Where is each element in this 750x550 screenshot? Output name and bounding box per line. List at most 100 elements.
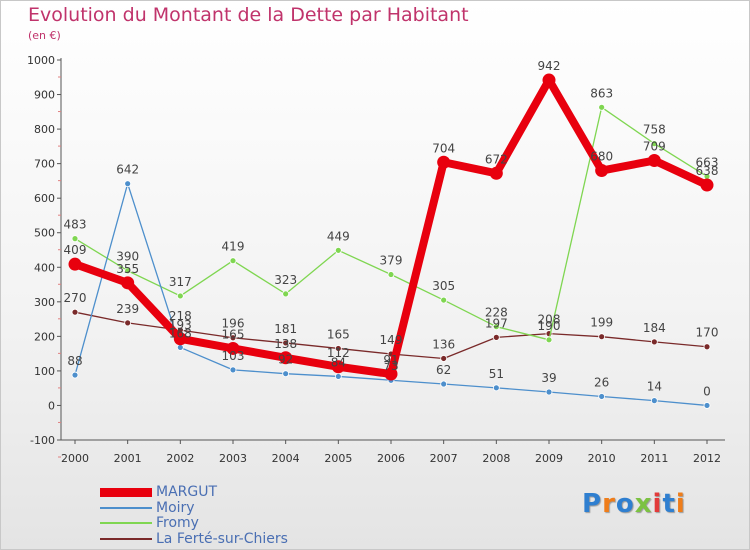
- data-point-la-ferte: [703, 343, 711, 351]
- y-tick-label: 1000: [27, 54, 55, 67]
- data-point-moiry: [492, 384, 500, 392]
- data-point-fromy: [334, 246, 342, 254]
- data-point-la-ferte: [334, 345, 342, 352]
- data-label-la-ferte: 136: [432, 337, 455, 351]
- chart-title: Evolution du Montant de la Dette par Hab…: [28, 4, 469, 26]
- data-label-margut: 112: [327, 346, 350, 360]
- data-label-margut: 409: [64, 243, 87, 257]
- data-point-margut: [68, 257, 82, 271]
- data-label-la-ferte: 199: [590, 316, 613, 330]
- data-point-margut: [700, 178, 714, 192]
- data-label-moiry: 26: [594, 375, 609, 389]
- data-label-margut: 709: [643, 140, 666, 154]
- x-tick-label: 2004: [272, 452, 300, 465]
- x-tick-label: 2007: [430, 452, 458, 465]
- data-label-la-ferte: 270: [64, 291, 87, 305]
- data-point-margut: [489, 166, 503, 180]
- data-point-margut: [384, 367, 398, 381]
- y-tick-label: 700: [34, 158, 55, 171]
- data-label-margut: 91: [383, 353, 398, 367]
- data-label-fromy: 863: [590, 86, 613, 100]
- data-label-la-ferte: 239: [116, 302, 139, 316]
- data-point-fromy: [282, 290, 290, 298]
- data-point-la-ferte: [282, 339, 290, 347]
- data-point-moiry: [282, 370, 290, 378]
- x-tick-label: 2000: [61, 452, 89, 465]
- y-tick-label: 500: [34, 227, 55, 240]
- logo-letter: x: [634, 489, 653, 519]
- data-label-fromy: 305: [432, 279, 455, 293]
- data-point-fromy: [492, 323, 500, 331]
- logo-letter: P: [582, 489, 603, 519]
- y-tick-label: 0: [48, 399, 55, 412]
- x-tick-label: 2003: [219, 452, 247, 465]
- data-point-moiry: [334, 373, 342, 380]
- data-label-la-ferte: 208: [538, 313, 561, 327]
- legend-label-margut: MARGUT: [156, 484, 218, 500]
- logo-letter: i: [675, 489, 686, 519]
- data-point-fromy: [650, 140, 658, 148]
- data-point-fromy: [71, 235, 79, 243]
- data-label-fromy: 190: [538, 319, 561, 333]
- data-label-margut: 138: [274, 337, 297, 351]
- data-label-margut: 165: [222, 327, 245, 341]
- data-label-la-ferte: 184: [643, 321, 666, 335]
- data-label-la-ferte: 149: [380, 333, 403, 347]
- data-point-moiry: [598, 393, 606, 400]
- legend-item-margut[interactable]: MARGUT: [100, 484, 217, 500]
- x-tick-label: 2006: [377, 452, 405, 465]
- data-point-moiry: [124, 180, 132, 188]
- data-point-fromy: [176, 292, 184, 300]
- logo-letter: o: [615, 489, 635, 519]
- logo-letter: t: [662, 489, 676, 519]
- proxiti-logo: Proxiti: [582, 489, 686, 519]
- x-tick-label: 2005: [324, 452, 352, 465]
- data-point-moiry: [703, 402, 711, 409]
- legend-label-moiry: Moiry: [156, 500, 195, 516]
- data-point-margut: [226, 341, 240, 355]
- data-point-la-ferte: [440, 355, 448, 362]
- data-point-moiry: [176, 344, 184, 351]
- legend-swatch-margut: [100, 487, 152, 497]
- data-label-fromy: 228: [485, 306, 508, 320]
- data-label-moiry: 642: [116, 163, 139, 177]
- y-tick-label: 400: [34, 261, 55, 274]
- data-label-fromy: 390: [116, 250, 139, 264]
- legend-swatch-moiry: [100, 507, 152, 509]
- data-label-margut: 672: [485, 152, 508, 166]
- data-label-moiry: 84: [331, 355, 346, 369]
- series-line-fromy: [74, 106, 708, 341]
- data-label-moiry: 62: [436, 363, 451, 377]
- legend-swatch-la-ferte: [100, 538, 152, 540]
- legend-item-moiry[interactable]: Moiry: [100, 500, 195, 516]
- data-point-fromy: [598, 103, 606, 111]
- y-tick-label: 600: [34, 192, 55, 205]
- legend-item-fromy[interactable]: Fromy: [100, 515, 199, 531]
- data-label-moiry: 39: [541, 371, 556, 385]
- data-point-la-ferte: [598, 333, 606, 341]
- data-label-moiry: 73: [383, 359, 398, 373]
- data-label-margut: 638: [696, 164, 719, 178]
- data-point-moiry: [229, 366, 237, 374]
- data-label-la-ferte: 181: [274, 322, 297, 336]
- data-point-margut: [121, 276, 135, 290]
- logo-letter: i: [652, 489, 663, 519]
- data-label-la-ferte: 196: [222, 317, 245, 331]
- data-label-margut: 704: [432, 141, 455, 155]
- data-point-la-ferte: [492, 333, 500, 341]
- data-point-moiry: [545, 388, 553, 396]
- data-point-la-ferte: [229, 334, 237, 342]
- y-tick-label: 800: [34, 123, 55, 136]
- x-tick-label: 2001: [114, 452, 142, 465]
- data-label-fromy: 758: [643, 123, 666, 137]
- data-label-moiry: 14: [647, 380, 662, 394]
- data-label-fromy: 379: [380, 254, 403, 268]
- legend-item-la-ferte[interactable]: La Ferté-sur-Chiers: [100, 531, 288, 547]
- data-label-margut: 355: [116, 262, 139, 276]
- data-label-moiry: 92: [278, 353, 293, 367]
- chart-subtitle: (en €): [28, 29, 61, 42]
- y-tick-label: 900: [34, 89, 55, 102]
- logo-letter: r: [602, 489, 616, 519]
- data-label-la-ferte: 218: [169, 309, 192, 323]
